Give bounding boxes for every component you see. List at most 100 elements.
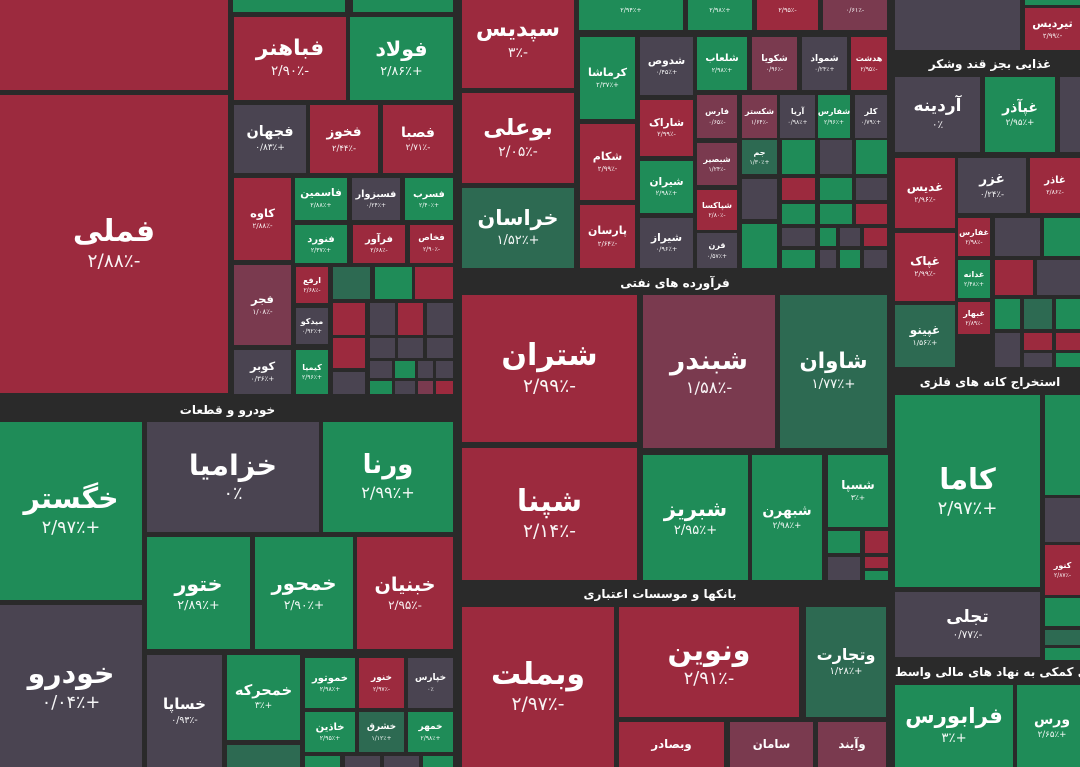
stock-tile[interactable]: شمواد +۰/۲۴٪ — [802, 37, 847, 90]
stock-tile[interactable]: شکام -۲/۹۹٪ — [580, 124, 635, 200]
stock-tile[interactable]: فسرب +۲/۴۰٪ — [405, 178, 453, 220]
stock-tile-small[interactable] — [418, 381, 433, 394]
stock-tile[interactable]: شاراک -۲/۹۹٪ — [640, 100, 693, 156]
stock-tile-small[interactable] — [418, 361, 433, 378]
stock-tile-small[interactable] — [333, 267, 370, 299]
stock-tile-small[interactable] — [742, 224, 777, 268]
stock-tile-small[interactable] — [345, 756, 380, 767]
stock-tile-unlabeled[interactable]: +۲/۹۸٪ — [688, 0, 752, 30]
stock-tile-small[interactable] — [370, 381, 392, 394]
stock-tile-small[interactable] — [856, 140, 887, 174]
stock-tile-small[interactable] — [995, 333, 1020, 367]
stock-tile-small[interactable] — [384, 756, 419, 767]
stock-tile-unlabeled[interactable]: +۲/۹۴٪ — [579, 0, 683, 30]
stock-tile-unlabeled[interactable]: -۲/۹۵٪ — [757, 0, 818, 30]
stock-tile[interactable]: فخوز -۲/۴۴٪ — [310, 105, 378, 173]
stock-tile-small[interactable] — [1024, 353, 1052, 367]
stock-tile[interactable]: خمحرکه +۳٪ — [227, 655, 300, 740]
stock-tile[interactable]: سپدیس -۳٪ — [462, 0, 574, 88]
stock-tile[interactable]: فرابورس +۳٪ — [895, 685, 1013, 767]
stock-tile-unlabeled[interactable] — [353, 0, 453, 12]
stock-tile[interactable]: پارسان -۲/۶۴٪ — [580, 205, 635, 268]
stock-tile[interactable]: غدانه +۲/۴۸٪ — [958, 260, 990, 298]
stock-tile-small[interactable] — [1045, 598, 1080, 626]
stock-tile-small[interactable] — [995, 218, 1040, 256]
stock-tile-small[interactable] — [782, 178, 815, 200]
stock-tile[interactable]: شپاکسا -۲/۸۰٪ — [697, 190, 737, 230]
stock-tile-small[interactable] — [427, 338, 453, 358]
stock-tile-small[interactable] — [828, 557, 860, 580]
stock-tile-small[interactable] — [1045, 648, 1080, 660]
stock-tile[interactable]: شکستر -۱/۶۴٪ — [742, 95, 777, 138]
stock-tile-small[interactable] — [1024, 333, 1052, 350]
stock-tile[interactable]: شاوان +۱/۷۷٪ — [780, 295, 887, 448]
stock-tile-small[interactable] — [742, 179, 777, 219]
stock-tile[interactable]: خموتور +۲/۹۸٪ — [305, 658, 355, 708]
stock-tile[interactable]: کاوه -۲/۸۸٪ — [234, 178, 291, 260]
stock-tile[interactable]: فرآور -۲/۶۸٪ — [353, 225, 405, 263]
stock-tile-small[interactable] — [1025, 0, 1080, 5]
stock-tile-small[interactable] — [305, 756, 340, 767]
stock-tile[interactable]: شپنا -۲/۱۴٪ — [462, 448, 637, 580]
stock-tile-small[interactable] — [333, 338, 365, 368]
stock-tile[interactable]: جم +۱/۳۰٪ — [742, 140, 777, 174]
stock-tile-small[interactable] — [995, 299, 1020, 329]
stock-tile-small[interactable] — [782, 228, 815, 246]
stock-tile[interactable]: خساپا -۰/۹۳٪ — [147, 655, 222, 767]
stock-tile-small[interactable] — [864, 228, 887, 246]
stock-tile[interactable]: فجر -۱/۰۸٪ — [234, 265, 291, 345]
stock-tile-unlabeled[interactable] — [895, 0, 1020, 50]
stock-tile-small[interactable] — [227, 745, 300, 767]
stock-tile[interactable]: خگستر +۲/۹۷٪ — [0, 422, 142, 600]
stock-tile-small[interactable] — [1045, 395, 1080, 495]
stock-tile[interactable]: شبندر -۱/۵۸٪ — [643, 295, 775, 448]
stock-tile-small[interactable] — [856, 204, 887, 224]
stock-tile[interactable]: شسپا +۳٪ — [828, 455, 888, 527]
stock-tile-small[interactable] — [333, 372, 365, 394]
stock-tile-small[interactable] — [840, 250, 860, 268]
stock-tile[interactable]: خمحور +۲/۹۰٪ — [255, 537, 353, 649]
stock-tile-small[interactable] — [398, 303, 423, 335]
stock-tile-small[interactable] — [370, 361, 392, 378]
stock-tile[interactable]: آردینه ۰٪ — [895, 77, 980, 152]
stock-tile[interactable]: غدیس -۲/۹۶٪ — [895, 158, 955, 228]
stock-tile-small[interactable] — [865, 531, 888, 553]
stock-tile-small[interactable] — [865, 557, 888, 568]
stock-tile[interactable]: غپآذر +۲/۹۵٪ — [985, 77, 1055, 152]
stock-tile[interactable]: ورنا +۲/۹۹٪ — [323, 422, 453, 532]
stock-tile-small[interactable] — [782, 204, 815, 224]
stock-tile[interactable]: فملی -۲/۸۸٪ — [0, 95, 228, 393]
stock-tile[interactable]: خودرو +۰/۰۴٪ — [0, 605, 142, 767]
stock-tile-small[interactable] — [840, 228, 860, 246]
stock-tile[interactable]: میدکو +۰/۹۲٪ — [296, 308, 328, 344]
stock-tile-small[interactable] — [856, 178, 887, 200]
stock-tile[interactable]: فباهنر -۲/۹۰٪ — [234, 17, 346, 100]
stock-tile[interactable]: وبملت -۲/۹۷٪ — [462, 607, 614, 767]
stock-tile-small[interactable] — [1060, 77, 1080, 152]
stock-tile[interactable]: غزر -۰/۲۴٪ — [958, 158, 1026, 213]
stock-tile[interactable]: شبصیر -۱/۲۴٪ — [697, 143, 737, 185]
stock-tile[interactable]: شتران -۲/۹۹٪ — [462, 295, 637, 442]
stock-tile[interactable]: ختور +۲/۸۹٪ — [147, 537, 250, 649]
stock-tile[interactable]: تیردیس -۲/۹۹٪ — [1025, 8, 1080, 50]
stock-tile-small[interactable] — [1056, 353, 1080, 367]
stock-tile[interactable]: غاذر -۲/۸۶٪ — [1030, 158, 1080, 213]
stock-tile-small[interactable] — [864, 250, 887, 268]
stock-tile-small[interactable] — [427, 303, 453, 335]
stock-tile[interactable]: شبهرن +۲/۹۸٪ — [752, 455, 822, 580]
stock-tile[interactable]: شدوص +۰/۴۵٪ — [640, 37, 693, 95]
stock-tile[interactable]: فارس -۰/۶۵٪ — [697, 95, 737, 138]
stock-tile[interactable]: کاما +۲/۹۷٪ — [895, 395, 1040, 587]
stock-tile[interactable]: شیراز +۰/۹۶٪ — [640, 218, 693, 268]
stock-tile[interactable]: خنور -۲/۹۷٪ — [359, 658, 404, 708]
stock-tile[interactable]: غپینو +۱/۵۶٪ — [895, 305, 955, 367]
stock-tile[interactable]: خشرق +۱/۱۲٪ — [359, 712, 404, 752]
stock-tile[interactable]: فسبزوار +۰/۲۴٪ — [352, 178, 400, 220]
stock-tile[interactable]: وآیند — [818, 722, 886, 767]
stock-tile[interactable]: کرماشا +۲/۳۷٪ — [580, 37, 635, 119]
stock-tile[interactable]: سامان — [730, 722, 813, 767]
stock-tile[interactable]: شلعاب +۲/۹۸٪ — [697, 37, 747, 90]
stock-tile[interactable]: غفارس -۲/۹۸٪ — [958, 218, 990, 256]
stock-tile[interactable]: فولاد +۲/۸۶٪ — [350, 17, 453, 100]
stock-tile[interactable]: ارفع -۲/۶۸٪ — [296, 267, 328, 303]
